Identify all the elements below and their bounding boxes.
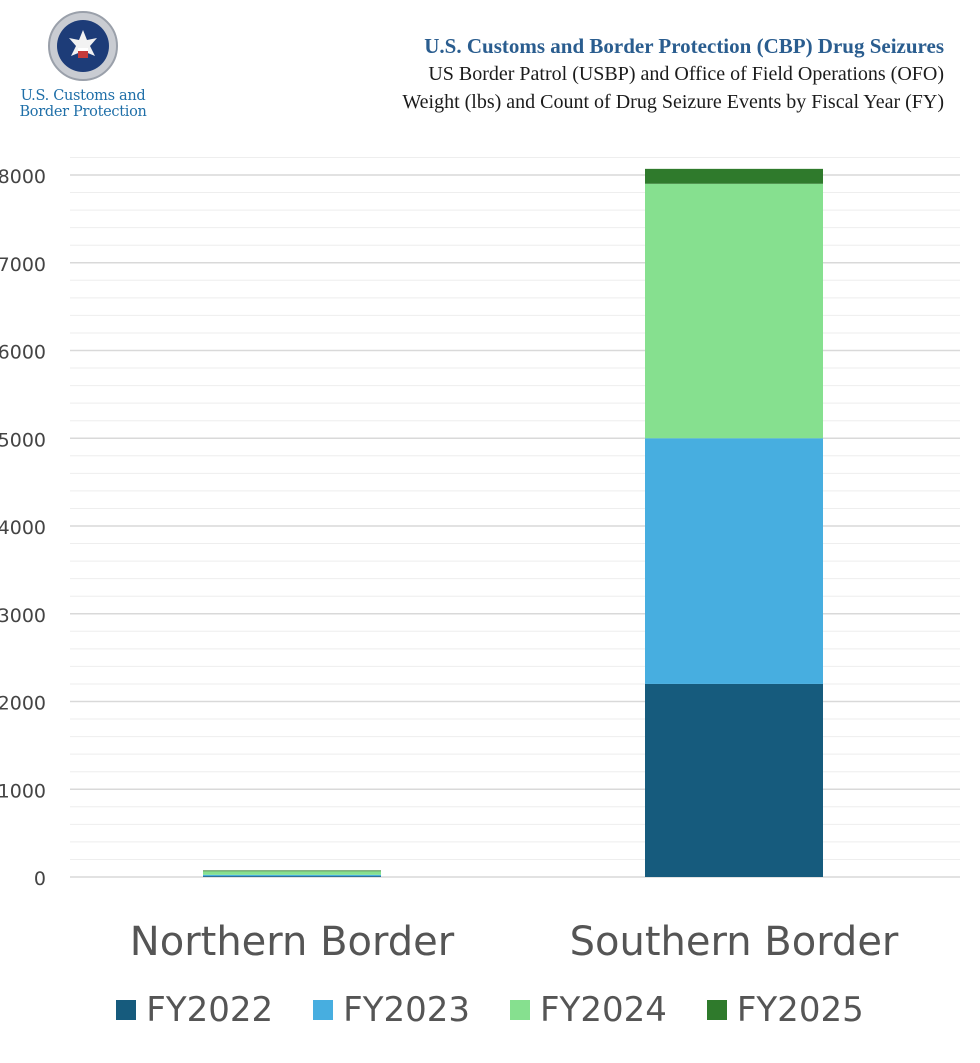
agency-name: U.S. Customs and Border Protection [8,88,158,120]
agency-name-line2: Border Protection [19,104,147,120]
x-category-label: Northern Border [130,919,455,965]
chart-subtitle-2: Weight (lbs) and Count of Drug Seizure E… [402,91,944,113]
y-tick-label: 1000 [0,780,46,802]
bar-segment-fy2024-southern [645,183,823,439]
y-tick-label: 2000 [0,693,46,715]
chart-subtitle-1: US Border Patrol (USBP) and Office of Fi… [428,63,944,85]
legend-item-fy2024: FY2024 [510,990,667,1030]
bar-segment-fy2023-northern [203,874,381,877]
legend-item-fy2025: FY2025 [706,990,864,1030]
legend-item-fy2023: FY2023 [313,990,470,1030]
legend-swatch-fy2023 [313,1000,334,1020]
y-tick-label: 3000 [0,605,46,627]
cbp-logo: U.S. Customs and Border Protection [8,10,158,120]
cbp-seal-icon [48,11,118,81]
bar-segment-fy2025-southern [645,168,823,184]
x-category-label: Southern Border [570,919,899,965]
legend-swatch-fy2024 [510,1000,530,1020]
legend-label-fy2022: FY2022 [146,990,274,1030]
y-tick-label: 7000 [0,254,46,276]
bar-segment-fy2023-southern [645,438,823,684]
bar-segment-fy2024-northern [203,871,381,875]
stacked-bar-chart: 0 1000 2000 3000 4000 5000 6000 7000 8000 Norther… [0,156,960,965]
legend-swatch-fy2025 [706,1000,727,1020]
legend-swatch-fy2022 [116,1000,137,1020]
bar-segment-fy2022-southern [645,683,823,877]
agency-name-line1: U.S. Customs and [20,88,146,104]
legend-label-fy2024: FY2024 [540,990,667,1030]
chart-legend: FY2022 FY2023 FY2024 FY2025 [0,990,980,1030]
y-tick-label: 0 [34,868,46,890]
legend-label-fy2025: FY2025 [736,990,864,1030]
y-tick-label: 4000 [0,517,46,539]
chart-header: U.S. Customs and Border Protection U.S. … [0,0,980,140]
legend-item-fy2022: FY2022 [116,990,273,1030]
bar-segment-fy2022-northern [203,876,381,877]
y-tick-label: 8000 [0,166,46,188]
legend-label-fy2023: FY2023 [343,990,470,1030]
y-tick-label: 5000 [0,429,46,451]
bar-segment-fy2025-northern [203,870,381,872]
y-tick-label: 6000 [0,342,46,364]
chart-title: U.S. Customs and Border Protection (CBP)… [424,34,944,58]
chart-titles: U.S. Customs and Border Protection (CBP)… [402,32,944,116]
